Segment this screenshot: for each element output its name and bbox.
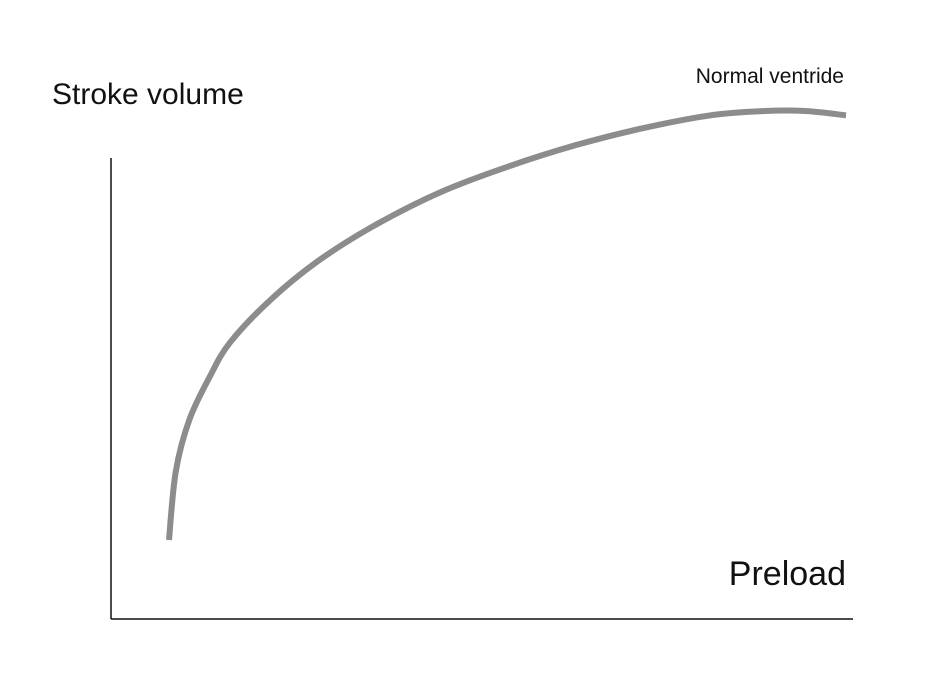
series-layer (166, 107, 847, 541)
x-axis-label: Preload (729, 555, 846, 593)
series-line-0 (166, 107, 847, 541)
y-axis-label: Stroke volume (52, 78, 244, 111)
series-label: Normal ventride (696, 65, 844, 88)
